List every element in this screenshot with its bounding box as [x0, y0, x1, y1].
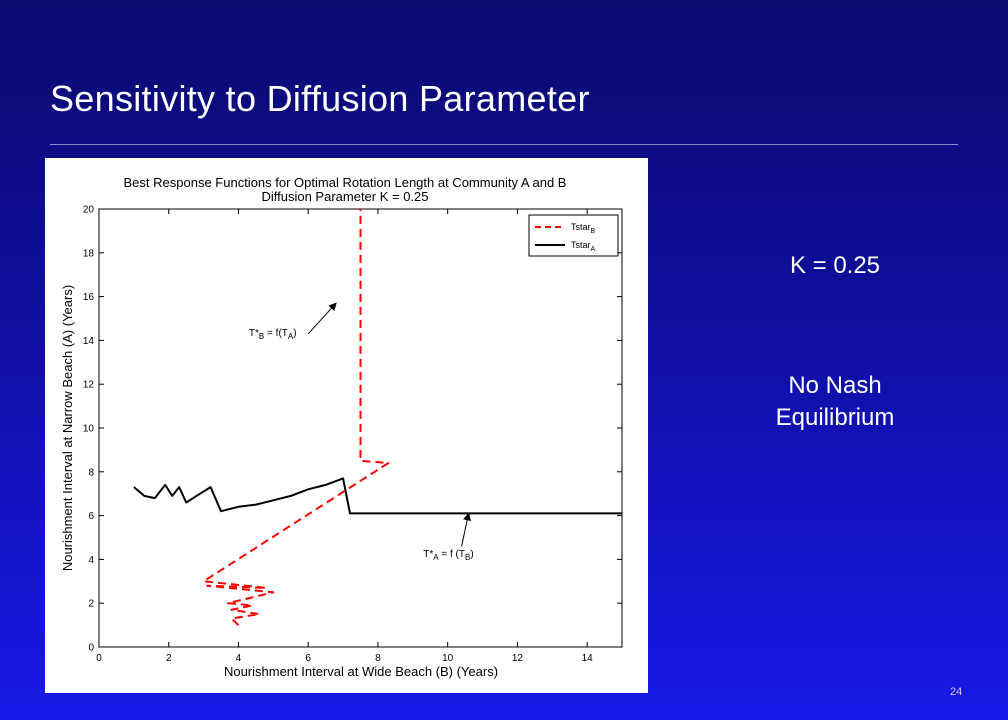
annotation-label: T*A = f (TB) — [423, 549, 473, 562]
y-tick-label: 4 — [88, 555, 94, 566]
annotation-arrow — [461, 512, 472, 547]
legend-label-main: Tstar — [571, 240, 591, 250]
title-divider — [50, 144, 958, 145]
chart-svg: Best Response Functions for Optimal Rota… — [60, 175, 623, 679]
nash-equilibrium-note: No Nash Equilibrium — [775, 372, 895, 431]
annotation-text-part: = f (T — [439, 549, 465, 560]
annotation-text-part: T* — [423, 549, 433, 560]
x-axis-label: Nourishment Interval at Wide Beach (B) (… — [224, 664, 498, 679]
legend-label-main: Tstar — [571, 222, 591, 232]
annotation-text-part: B — [465, 553, 470, 562]
annotation-text-part: A — [288, 332, 294, 341]
y-tick-label: 10 — [83, 424, 95, 435]
y-tick-label: 18 — [83, 248, 95, 259]
annotation-text-part: ) — [293, 328, 296, 339]
annotation-text-part: = f(T — [264, 328, 288, 339]
y-tick-label: 14 — [83, 336, 95, 347]
k-value-note: K = 0.25 — [789, 252, 881, 279]
chart-subtitle: Diffusion Parameter K = 0.25 — [261, 189, 428, 204]
series-line-tstar-a — [133, 477, 622, 515]
y-tick-label: 8 — [88, 467, 94, 478]
legend-label: TstarA — [571, 240, 596, 253]
x-tick-label: 12 — [512, 653, 524, 664]
y-axis-label: Nourishment Interval at Narrow Beach (A)… — [60, 285, 75, 571]
x-tick-label: 14 — [582, 653, 594, 664]
annotation-text-part: A — [433, 553, 439, 562]
y-tick-label: 16 — [83, 292, 95, 303]
series-line-tstar-b — [202, 209, 390, 626]
x-tick-label: 0 — [96, 653, 102, 664]
y-tick-label: 0 — [88, 643, 94, 654]
x-tick-label: 2 — [166, 653, 172, 664]
annotation-text-part: ) — [470, 549, 473, 560]
page-number: 24 — [950, 686, 963, 698]
x-tick-label: 10 — [442, 653, 454, 664]
y-tick-label: 12 — [83, 380, 95, 391]
legend-box — [528, 214, 619, 257]
x-tick-label: 4 — [236, 653, 242, 664]
y-tick-label: 20 — [83, 205, 95, 216]
annotation-text-part: T* — [249, 328, 259, 339]
x-tick-label: 6 — [305, 653, 311, 664]
y-tick-label: 6 — [88, 511, 94, 522]
slide-title: Sensitivity to Diffusion Parameter — [50, 78, 590, 119]
legend-label: TstarB — [571, 222, 596, 235]
legend-label-sub: A — [591, 246, 596, 253]
chart-figure: Best Response Functions for Optimal Rota… — [45, 158, 648, 693]
annotation-label: T*B = f(TA) — [249, 328, 297, 341]
x-tick-label: 8 — [375, 653, 381, 664]
annotation-arrow — [307, 302, 337, 335]
annotation-text-part: B — [259, 332, 264, 341]
chart-title: Best Response Functions for Optimal Rota… — [124, 175, 567, 190]
y-tick-label: 2 — [88, 599, 94, 610]
legend-label-sub: B — [591, 228, 596, 235]
